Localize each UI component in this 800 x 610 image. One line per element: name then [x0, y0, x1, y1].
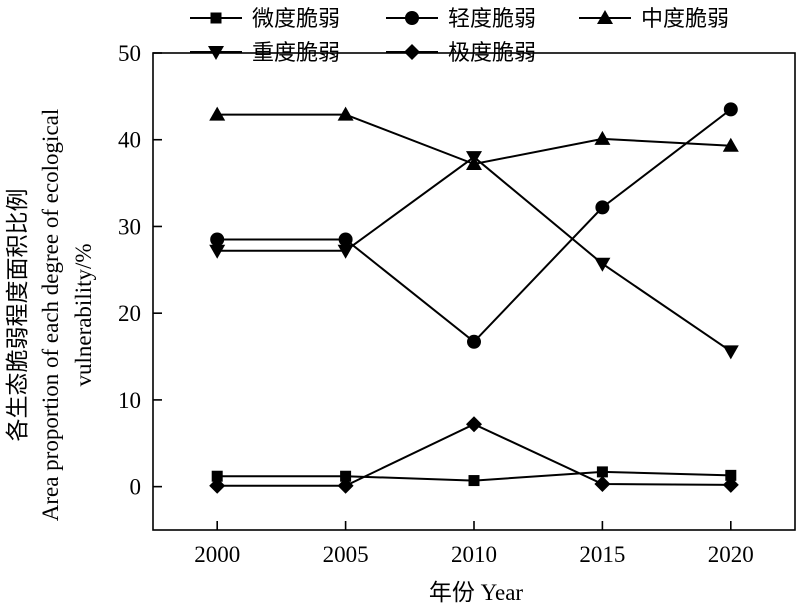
legend-label: 极度脆弱	[448, 41, 536, 66]
data-point	[466, 151, 482, 166]
legend-entry-5: 极度脆弱	[386, 41, 536, 66]
data-point	[595, 200, 610, 215]
data-point	[337, 244, 354, 259]
data-point	[596, 466, 608, 478]
plot-frame	[152, 52, 796, 531]
series-5	[209, 416, 739, 494]
x-tick-label: 2000	[194, 542, 240, 567]
legend-marker	[210, 12, 222, 24]
data-point	[209, 244, 226, 259]
legend-entry-4: 重度脆弱	[190, 41, 340, 66]
data-point	[209, 477, 226, 494]
x-tick-label: 2015	[579, 542, 625, 567]
legend-marker	[597, 10, 613, 24]
series-1	[211, 466, 737, 487]
axis-ticks: 0 10 20 30 40 50 2000 2005 2010 2015 2020	[118, 41, 754, 567]
data-point	[337, 106, 354, 121]
legend-label: 中度脆弱	[641, 7, 729, 32]
legend-marker	[405, 11, 419, 25]
data-point	[468, 475, 480, 487]
y-axis-title-line-3: vulnerability/%	[71, 243, 96, 386]
data-point	[467, 334, 481, 349]
legend-label: 重度脆弱	[252, 41, 340, 66]
data-point	[337, 477, 354, 494]
data-point	[338, 232, 353, 247]
data-point	[722, 345, 739, 360]
data-point	[211, 470, 223, 482]
series-line	[217, 155, 732, 353]
legend-label: 微度脆弱	[252, 7, 340, 32]
legend-marker	[208, 46, 224, 60]
legend-entry-2: 轻度脆弱	[386, 7, 536, 32]
data-point	[722, 137, 739, 152]
chart-axes	[152, 52, 796, 531]
series-layer	[209, 102, 739, 494]
y-tick-label: 50	[118, 41, 141, 66]
data-point	[466, 416, 482, 433]
x-tick-label: 2020	[708, 542, 754, 567]
x-axis-title: 年份 Year	[429, 580, 523, 605]
y-tick-label: 20	[118, 301, 141, 326]
data-point	[340, 470, 352, 482]
x-tick-label: 2005	[323, 542, 369, 567]
y-axis-title-line-1: 各生态脆弱程度面积比例	[5, 189, 30, 442]
data-point	[209, 106, 226, 121]
data-point	[594, 476, 611, 493]
x-tick-label: 2010	[451, 542, 497, 567]
y-axis-title-line-2: Area proportion of each degree of ecolog…	[38, 109, 63, 522]
legend-entry-1: 微度脆弱	[190, 7, 340, 32]
y-tick-label: 30	[118, 214, 141, 239]
y-tick-label: 0	[130, 475, 142, 500]
legend-label: 轻度脆弱	[448, 7, 536, 32]
series-2	[210, 102, 738, 349]
legend-entry-3: 中度脆弱	[579, 7, 729, 32]
y-tick-label: 40	[118, 128, 141, 153]
data-point	[594, 257, 611, 272]
data-point	[725, 469, 737, 481]
series-4	[209, 151, 739, 360]
data-point	[722, 476, 739, 493]
data-point	[210, 232, 225, 247]
legend-marker	[404, 44, 420, 60]
series-line	[217, 108, 732, 344]
data-point	[594, 130, 611, 145]
data-point	[723, 102, 738, 117]
y-tick-label: 10	[118, 388, 141, 413]
